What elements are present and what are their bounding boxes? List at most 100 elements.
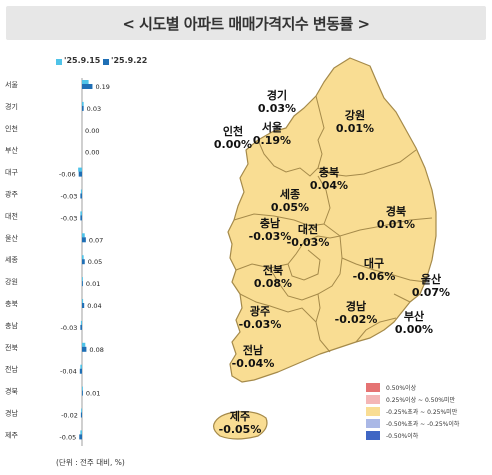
category-label: 전남 xyxy=(5,365,18,374)
value-label: 0.05 xyxy=(88,258,102,266)
region-name: 제주 xyxy=(229,410,251,423)
legend-label-prev: '25.9.15 xyxy=(64,56,101,65)
bar-prev xyxy=(81,408,82,413)
bar-prev xyxy=(82,299,84,303)
region-boundary xyxy=(317,175,331,225)
region-value: 0.01% xyxy=(376,218,416,231)
region-value: 0.04% xyxy=(309,179,349,192)
map-region-label: 전남 -0.04% xyxy=(227,344,279,370)
bar-prev xyxy=(78,167,82,172)
map-region-label: 대구 -0.06% xyxy=(348,257,400,283)
bar-prev xyxy=(82,255,84,260)
value-label: 0.04 xyxy=(87,302,101,310)
region-boundary xyxy=(317,149,417,177)
bar-chart: 서울 0.19 경기 0.03 인천 0.00 부산 0.00 대구 -0.06 광주 -0.03 대전… xyxy=(5,78,110,446)
category-label: 대전 xyxy=(5,211,18,220)
region-name: 전북 xyxy=(262,264,284,277)
value-label: -0.03 xyxy=(61,214,78,222)
value-label: -0.05 xyxy=(59,433,76,441)
bar-curr xyxy=(79,368,82,374)
region-value: 0.03% xyxy=(257,102,297,115)
region-value: 0.19% xyxy=(252,134,292,147)
category-label: 세종 xyxy=(5,255,18,264)
category-label: 대구 xyxy=(5,169,18,177)
region-name: 경남 xyxy=(345,300,367,313)
region-value: 0.05% xyxy=(270,201,310,214)
region-name: 세종 xyxy=(279,188,301,201)
scale-label: -0.50%초과 ~ -0.25%이하 xyxy=(386,421,460,428)
region-value: -0.06% xyxy=(352,270,396,283)
bar-curr xyxy=(80,412,82,418)
region-value: 0.00% xyxy=(394,323,434,336)
unit-note: (단위 : 전주 대비, %) xyxy=(56,458,125,467)
category-label: 경기 xyxy=(5,102,18,111)
title-bar: < 시도별 아파트 매매가격지수 변동률 > xyxy=(6,6,486,40)
region-value: -0.03% xyxy=(286,236,330,249)
bar-curr xyxy=(82,346,87,352)
region-value: 0.01% xyxy=(335,122,375,135)
region-name: 강원 xyxy=(344,109,366,122)
category-label: 강원 xyxy=(5,277,18,286)
region-boundary xyxy=(323,217,433,237)
bar-prev xyxy=(82,386,83,391)
region-boundary xyxy=(235,235,341,271)
category-label: 인천 xyxy=(5,124,18,133)
value-label: 0.00 xyxy=(85,127,99,135)
scale-swatch xyxy=(366,383,380,392)
bar-curr xyxy=(82,84,93,89)
bar-prev xyxy=(82,233,85,238)
category-label: 서울 xyxy=(5,80,18,89)
bar-prev xyxy=(80,364,82,369)
region-name: 대구 xyxy=(363,257,385,270)
category-label: 제주 xyxy=(5,431,18,439)
map-region-label: 전북 0.08% xyxy=(247,264,299,290)
bar-curr xyxy=(79,434,82,440)
scale-swatch xyxy=(366,431,380,440)
map-region-label: 서울 0.19% xyxy=(246,121,298,147)
legend-label-curr: '25.9.22 xyxy=(111,56,148,65)
bar-prev xyxy=(80,189,82,194)
region-name: 인천 xyxy=(222,125,244,138)
region-name: 경북 xyxy=(385,205,407,218)
category-label: 경북 xyxy=(5,387,18,396)
value-label: 0.01 xyxy=(86,390,100,398)
bar-curr xyxy=(82,105,84,111)
region-value: -0.03% xyxy=(248,230,292,243)
value-label: 0.08 xyxy=(89,346,103,354)
korea-map-shape xyxy=(213,57,437,440)
map-region-label: 경기 0.03% xyxy=(251,89,303,115)
map-region-label: 충북 0.04% xyxy=(303,166,355,192)
bar-curr xyxy=(82,390,83,396)
bar-curr xyxy=(78,171,82,177)
category-label: 충북 xyxy=(5,299,18,308)
region-name: 광주 xyxy=(249,305,271,318)
bar-prev xyxy=(80,430,82,435)
region-boundary xyxy=(257,95,325,177)
map-region-label: 광주 -0.03% xyxy=(234,305,286,331)
region-name: 경기 xyxy=(266,89,288,102)
map-region-label: 부산 0.00% xyxy=(388,310,440,336)
bar-prev xyxy=(82,80,89,84)
region-name: 충남 xyxy=(259,217,281,230)
map-region-label: 대전 -0.03% xyxy=(282,223,334,249)
map-region-label: 경북 0.01% xyxy=(370,205,422,231)
map-region-label: 울산 0.07% xyxy=(405,273,457,299)
jeju-island xyxy=(213,411,268,440)
region-boundary xyxy=(233,213,325,227)
map-region-label: 제주 -0.05% xyxy=(214,410,266,436)
value-label: -0.04 xyxy=(60,368,77,376)
scale-swatch xyxy=(366,395,380,404)
value-label: 0.03 xyxy=(87,105,101,113)
region-boundary xyxy=(287,249,321,281)
region-value: 0.00% xyxy=(213,138,253,151)
bar-prev xyxy=(82,342,86,347)
scale-label: 0.25%이상 ~ 0.50%미만 xyxy=(386,397,456,404)
korea-mainland xyxy=(227,57,437,383)
region-value: 0.07% xyxy=(411,286,451,299)
category-label: 경남 xyxy=(5,409,18,418)
bar-curr xyxy=(82,303,85,308)
region-name: 전남 xyxy=(242,344,264,357)
region-name: 대전 xyxy=(297,223,319,236)
region-name: 울산 xyxy=(420,273,442,286)
bar-curr xyxy=(80,324,82,330)
